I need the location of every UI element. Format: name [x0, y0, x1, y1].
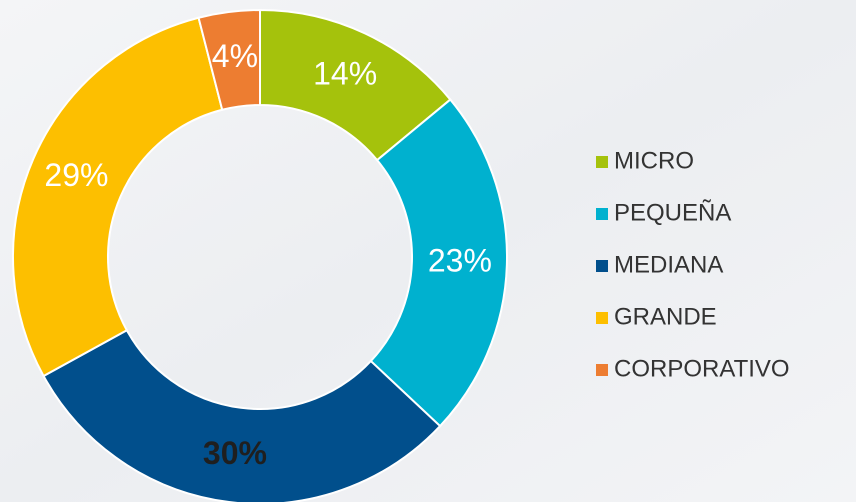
legend-label: CORPORATIVO — [614, 355, 790, 382]
legend-swatch — [596, 208, 608, 220]
data-label: 4% — [212, 38, 258, 74]
legend-label: GRANDE — [614, 303, 717, 330]
legend-label: MEDIANA — [614, 251, 723, 278]
legend-swatch — [596, 312, 608, 324]
legend-label: PEQUEÑA — [614, 199, 731, 226]
legend-label: MICRO — [614, 147, 694, 174]
data-label: 29% — [44, 157, 108, 193]
legend-swatch — [596, 156, 608, 168]
donut-segment — [369, 98, 508, 428]
legend-swatch — [596, 364, 608, 376]
data-label: 30% — [203, 435, 267, 471]
data-label: 23% — [428, 243, 492, 279]
donut-segment — [197, 8, 261, 111]
data-label: 14% — [313, 55, 377, 91]
legend-swatch — [596, 260, 608, 272]
donut-segment — [12, 16, 224, 378]
donut-segment — [42, 328, 442, 502]
